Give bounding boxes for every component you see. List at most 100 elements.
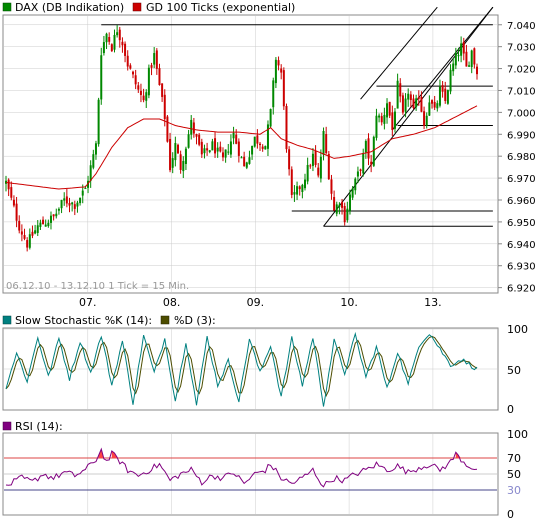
candle-body	[44, 224, 47, 227]
legend-rsi-label: RSI (14):	[15, 420, 63, 433]
candle-body	[92, 154, 95, 168]
main-y-tick-label: 7.020	[507, 65, 536, 76]
candle-body	[190, 119, 193, 135]
main-y-tick-label: 6.940	[507, 240, 536, 251]
candle-body	[359, 169, 362, 171]
candle-body	[116, 32, 119, 36]
candle-body	[333, 197, 336, 211]
candle-body	[176, 144, 179, 154]
main-y-tick-label: 6.960	[507, 196, 536, 207]
candle-body	[330, 179, 333, 194]
candle-body	[335, 204, 338, 214]
legend-dax-swatch	[2, 2, 12, 12]
candle-body	[301, 184, 304, 192]
candle-body	[150, 65, 153, 68]
period-info: 06.12.10 - 13.12.10 1 Tick = 15 Min.	[6, 281, 189, 292]
candle-body	[380, 116, 383, 123]
candle-body	[393, 111, 396, 129]
candle-body	[139, 90, 142, 95]
candle-body	[84, 188, 87, 190]
candle-body	[274, 59, 277, 84]
candle-body	[200, 141, 203, 155]
candle-body	[298, 186, 301, 190]
candle-body	[214, 138, 217, 154]
channel-line	[391, 6, 494, 131]
candle-body	[129, 65, 132, 69]
x-tick-label: 08.	[163, 296, 181, 309]
candle-body	[65, 196, 68, 204]
candle-body	[446, 90, 449, 104]
candle-body	[454, 52, 457, 66]
candle-body	[259, 143, 262, 146]
candle-body	[208, 150, 211, 152]
candle-body	[343, 206, 346, 223]
main-y-tick-label: 6.930	[507, 262, 536, 273]
candle-body	[105, 33, 108, 43]
candle-body	[221, 152, 224, 158]
candle-body	[264, 146, 267, 150]
rsi-y-tick-label: 100	[507, 428, 528, 441]
candle-body	[272, 80, 275, 108]
candle-body	[211, 141, 214, 151]
candle-body	[118, 29, 121, 41]
candle-body	[261, 146, 264, 149]
candle-body	[341, 202, 344, 208]
candle-body	[142, 95, 145, 101]
candle-body	[28, 234, 31, 248]
candle-body	[468, 65, 471, 67]
candle-body	[428, 102, 431, 116]
candle-body	[290, 169, 293, 195]
candle-body	[68, 203, 71, 206]
candle-body	[409, 94, 412, 101]
candle-body	[232, 132, 235, 139]
candle-body	[325, 134, 328, 154]
candle-body	[63, 198, 66, 201]
candle-body	[89, 165, 92, 181]
candle-body	[266, 124, 269, 149]
candle-body	[42, 219, 45, 225]
candle-body	[351, 188, 354, 198]
candle-body	[71, 202, 74, 205]
rsi-y-tick-label: 0	[507, 508, 514, 521]
candle-body	[407, 93, 410, 100]
candle-body	[206, 148, 209, 151]
candle-body	[476, 66, 478, 75]
candle-body	[327, 153, 330, 180]
candle-body	[288, 149, 291, 170]
candle-body	[415, 98, 418, 108]
main-y-tick-label: 6.970	[507, 174, 536, 185]
channel-line	[360, 6, 438, 100]
candle-body	[425, 115, 428, 126]
candle-body	[171, 158, 174, 168]
candle-body	[7, 179, 10, 190]
main-plot-frame	[2, 14, 499, 294]
candle-body	[399, 83, 402, 97]
candle-body	[60, 199, 63, 209]
candle-body	[438, 86, 441, 106]
candle-body	[97, 99, 100, 145]
candle-body	[134, 75, 137, 85]
candle-body	[375, 115, 378, 138]
candle-body	[348, 194, 351, 211]
candle-body	[49, 215, 52, 223]
candle-body	[309, 165, 312, 167]
stoch-k-line	[5, 331, 478, 407]
candle-body	[198, 134, 201, 145]
candle-body	[436, 103, 439, 109]
candle-body	[179, 154, 182, 170]
candle-body	[235, 134, 238, 144]
support-resistance-lines	[101, 24, 493, 227]
candle-body	[444, 88, 447, 102]
candle-body	[174, 143, 177, 161]
candle-body	[57, 208, 60, 211]
candle-body	[15, 203, 18, 221]
candle-body	[319, 156, 322, 179]
main-gridlines	[4, 24, 497, 288]
candle-body	[158, 68, 161, 86]
candle-body	[473, 48, 476, 65]
main-y-tick-label: 6.990	[507, 130, 536, 141]
candle-body	[184, 148, 187, 164]
stoch-plot-frame	[2, 327, 499, 411]
candle-body	[161, 83, 164, 97]
candle-body	[10, 187, 13, 198]
